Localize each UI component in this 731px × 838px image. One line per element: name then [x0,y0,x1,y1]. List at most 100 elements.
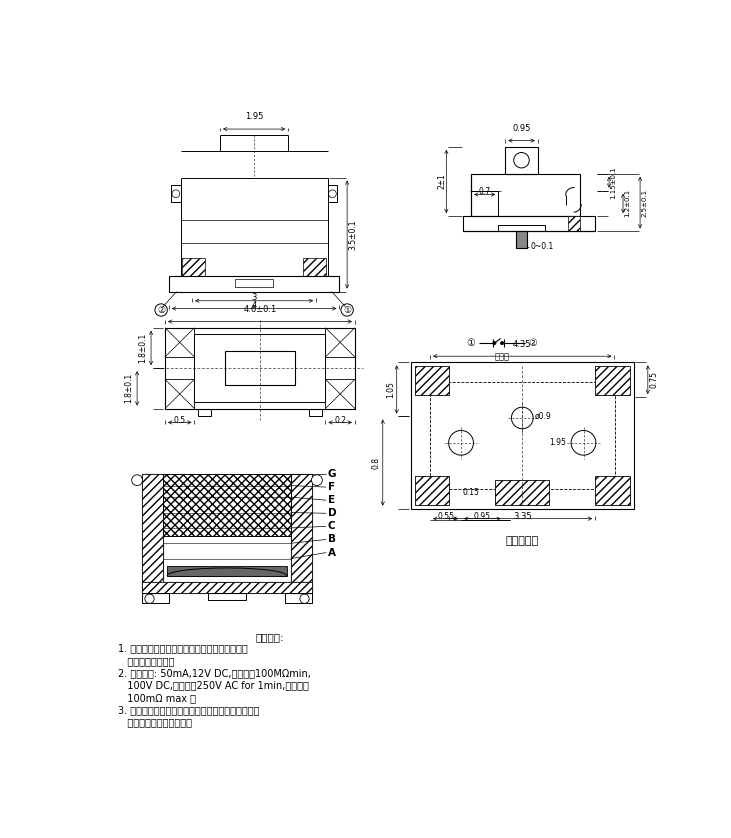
Text: 外力后，应能快速回位。: 外力后，应能快速回位。 [118,717,192,727]
Circle shape [493,342,496,344]
Bar [165,328,194,357]
Bar [142,582,312,593]
Bar [516,231,527,248]
Text: 2. 额定电流: 50mA,12V DC,绝缘电阻100MΩmin,: 2. 额定电流: 50mA,12V DC,绝缘电阻100MΩmin, [118,668,311,678]
Text: 4: 4 [251,301,257,310]
Circle shape [341,304,353,316]
Text: D: D [327,509,336,518]
Text: 0.2: 0.2 [334,416,346,425]
Text: 1.05: 1.05 [386,381,395,398]
Text: 1.95: 1.95 [245,112,263,122]
Text: 100mΩ max 。: 100mΩ max 。 [118,693,197,703]
Text: 0.15: 0.15 [463,488,480,497]
Bar [568,216,580,231]
Bar [142,474,164,593]
Bar [325,380,355,409]
Text: 3: 3 [251,293,257,303]
Circle shape [514,153,529,168]
Bar [165,380,194,409]
Text: ①: ① [343,306,351,314]
Text: A: A [327,547,336,557]
Text: 2±1: 2±1 [437,173,446,189]
Bar [327,185,337,202]
Bar [225,351,295,385]
Bar [414,475,450,504]
Bar [290,474,312,593]
Text: 0.5: 0.5 [174,416,186,425]
Bar [290,474,312,593]
Text: 1.2±0.1: 1.2±0.1 [624,189,631,218]
Text: ②: ② [529,338,537,348]
Bar [411,362,634,509]
Circle shape [155,304,167,316]
Bar [167,566,287,576]
Circle shape [311,475,322,485]
Text: G: G [327,469,336,479]
Circle shape [449,431,474,455]
Bar [285,593,312,603]
Text: 0~0.1: 0~0.1 [531,241,554,251]
Text: 3.5±0.1: 3.5±0.1 [349,220,357,250]
Bar [463,216,595,231]
Text: 1.8±0.1: 1.8±0.1 [125,373,134,403]
Bar [495,480,550,504]
Bar [414,366,450,396]
Text: 0.95: 0.95 [474,512,491,521]
Text: ø0.9: ø0.9 [534,412,551,421]
Text: 0.55: 0.55 [437,512,454,521]
Text: 1.95: 1.95 [550,438,567,447]
Circle shape [328,190,336,198]
Text: F: F [327,482,335,492]
Text: 4.6±0.1: 4.6±0.1 [243,305,276,314]
Bar [164,474,290,535]
Text: 1.15±0.1: 1.15±0.1 [610,166,617,199]
Text: 0.75: 0.75 [649,371,659,388]
Text: C: C [327,521,336,531]
Text: 2.5±0.1: 2.5±0.1 [642,189,648,217]
Bar [171,185,181,202]
Text: 1.8±0.1: 1.8±0.1 [139,333,148,363]
Bar [471,173,580,216]
Bar [595,475,630,504]
Bar [303,258,326,276]
Bar [516,231,527,248]
Bar [505,147,538,173]
Text: 0.8: 0.8 [372,457,381,468]
Bar [142,474,164,593]
Text: 0.7: 0.7 [479,187,491,196]
Text: 1. 塑料件表面光洁无划伤、水花、变形、影响外: 1. 塑料件表面光洁无划伤、水花、变形、影响外 [118,644,249,654]
Text: 3.35: 3.35 [513,512,531,521]
Bar [182,258,205,276]
Bar [198,409,211,416]
Circle shape [501,342,504,344]
Text: B: B [327,535,336,545]
Text: 安装参考图: 安装参考图 [506,535,539,546]
Bar [235,279,273,287]
Bar [165,328,355,409]
Bar [142,593,169,603]
Bar [325,328,355,357]
Text: 100V DC,介电强度250V AC for 1min,接触电阻: 100V DC,介电强度250V AC for 1min,接触电阻 [118,680,309,691]
Bar [430,381,615,489]
Bar [595,366,630,396]
Bar [499,225,545,231]
Bar [142,582,312,593]
Bar [194,334,325,402]
Text: 4.35: 4.35 [513,339,531,349]
Text: ②: ② [157,306,165,314]
Text: E: E [327,495,335,505]
Circle shape [145,594,154,603]
Circle shape [172,190,180,198]
Text: ①: ① [467,338,475,348]
Circle shape [571,431,596,455]
Circle shape [300,594,309,603]
Text: 技术要求:: 技术要求: [255,632,284,642]
Circle shape [512,407,533,429]
Bar [208,593,246,599]
Text: 3. 开关手感明显，档位清晰可靠，无卡滞现象，消除: 3. 开关手感明显，档位清晰可靠，无卡滞现象，消除 [118,705,260,715]
Text: 0.95: 0.95 [512,124,531,133]
Bar [169,276,339,292]
Text: 原理图: 原理图 [495,352,510,361]
Bar [309,409,322,416]
Text: 观及性能等缺陷。: 观及性能等缺陷。 [118,655,175,665]
